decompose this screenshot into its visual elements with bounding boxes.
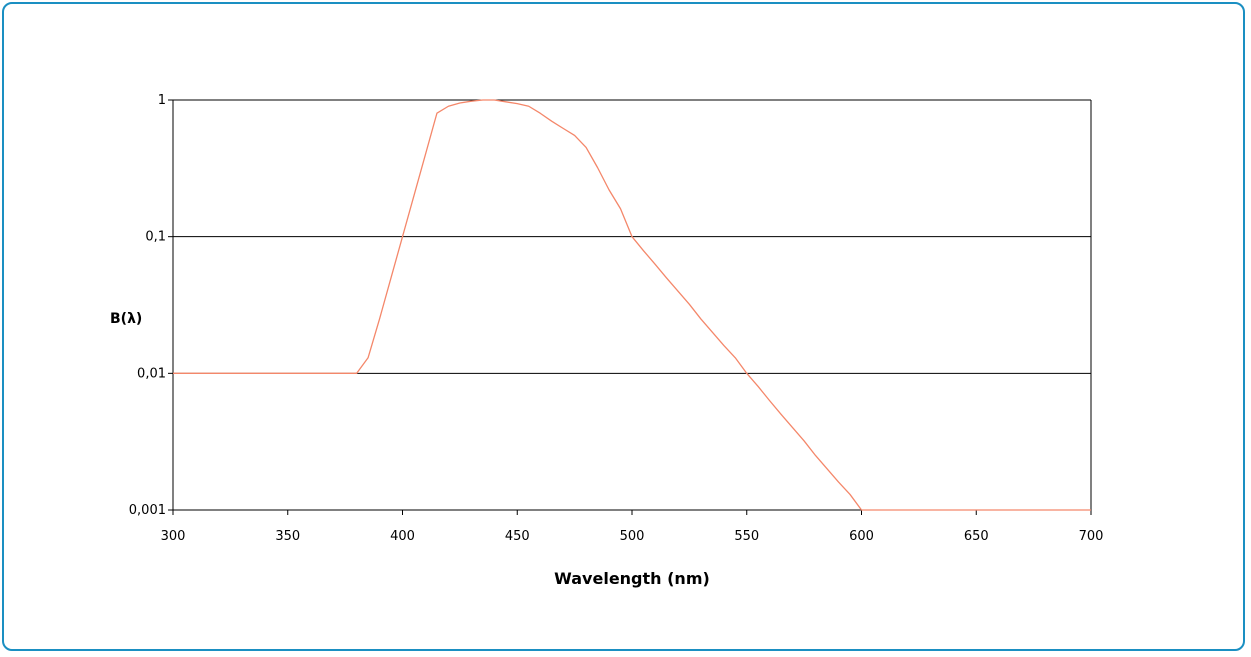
x-tick-label: 650	[964, 529, 989, 544]
x-tick-label: 350	[275, 529, 300, 544]
axes	[172, 100, 1092, 511]
y-ticks: 1 0,1 0,01 0,001	[129, 93, 173, 518]
x-tick-label: 600	[849, 529, 874, 544]
x-tick-label: 300	[161, 529, 186, 544]
y-tick-label: 0,1	[145, 230, 166, 245]
x-axis-title: Wavelength (nm)	[554, 569, 710, 588]
x-ticks: 300 350 400 450 500 550 600 650 700	[161, 510, 1104, 544]
y-tick-label: 0,001	[129, 503, 166, 518]
x-tick-label: 500	[620, 529, 645, 544]
x-tick-label: 550	[734, 529, 759, 544]
series	[173, 99, 1091, 511]
x-tick-label: 400	[390, 529, 415, 544]
y-tick-label: 0,01	[137, 366, 166, 381]
series-line-0	[173, 99, 1091, 511]
x-tick-label: 700	[1079, 529, 1104, 544]
y-tick-label: 1	[158, 93, 166, 108]
y-axis-title: B(λ)	[110, 311, 142, 327]
x-tick-label: 450	[505, 529, 530, 544]
